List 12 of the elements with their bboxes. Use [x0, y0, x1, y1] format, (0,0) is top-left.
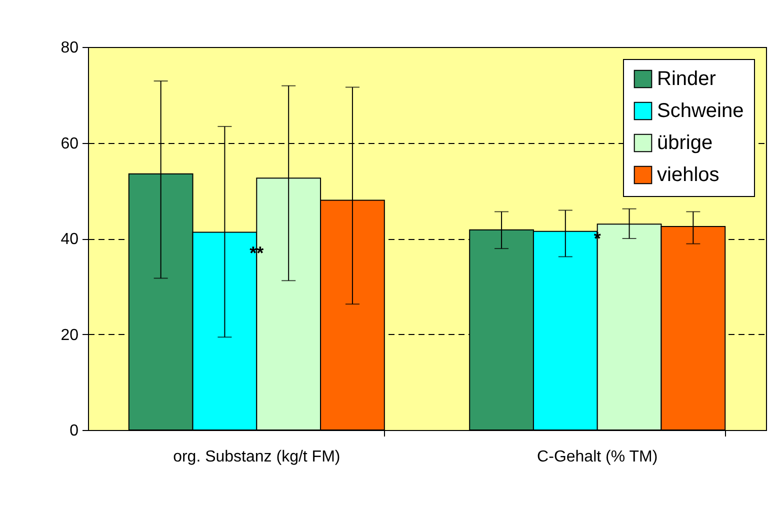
- y-tick-label: 0: [70, 422, 79, 440]
- x-tick-label: C-Gehalt (% TM): [537, 448, 658, 466]
- legend-label: übrige: [657, 132, 713, 154]
- legend-label: Rinder: [657, 68, 716, 90]
- y-tick-label: 80: [60, 40, 79, 56]
- x-tick-label: org. Substanz (kg/t FM): [173, 448, 340, 466]
- legend-label: viehlos: [657, 164, 720, 186]
- y-tick-label: 40: [60, 231, 79, 248]
- annotation: **: [250, 243, 264, 264]
- y-tick-label: 60: [60, 135, 79, 152]
- y-tick-label: 20: [60, 326, 79, 344]
- legend-label: Schweine: [657, 100, 744, 122]
